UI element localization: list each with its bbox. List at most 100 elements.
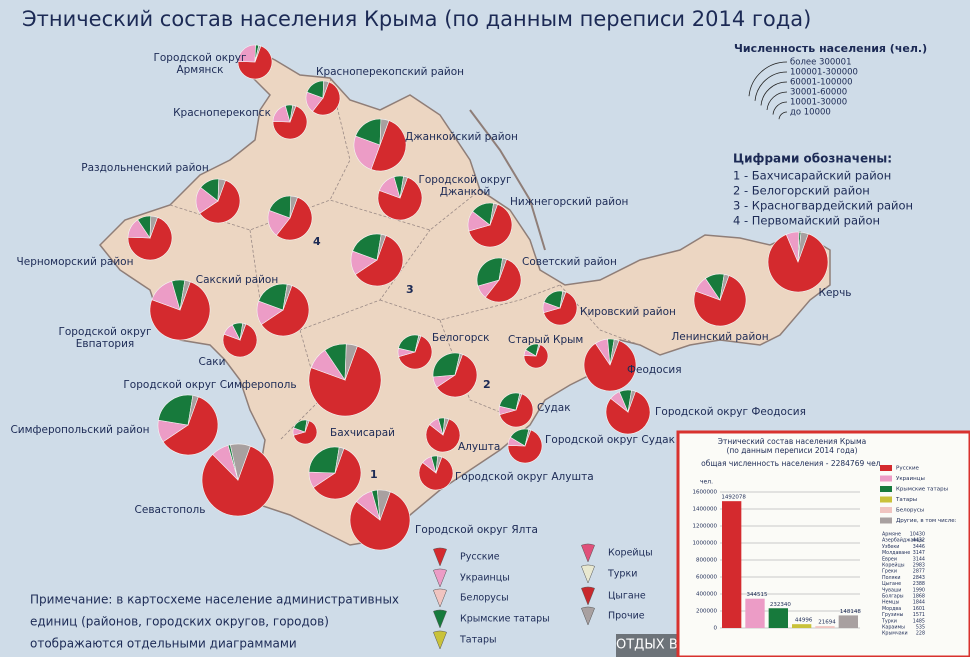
inset-y-tick-label: 200000 <box>696 609 717 615</box>
size-legend-item: до 10000 <box>790 108 831 118</box>
inset-legend-label: Татары <box>895 497 917 503</box>
inset-other-value: 1601 <box>913 606 925 612</box>
note: Примечание: в картосхеме население админ… <box>30 593 399 651</box>
inset-legend-label: Другие, в том числе: <box>896 518 957 524</box>
inset-other-value: 2877 <box>913 569 925 575</box>
pie-slice <box>304 419 310 433</box>
pie-slice <box>498 257 507 281</box>
region-label: Черноморский район <box>17 256 134 268</box>
pie-slice <box>767 233 829 293</box>
inset-bar <box>792 624 812 628</box>
map-number: 4 <box>313 235 321 248</box>
region-label: Ленинский район <box>671 331 768 343</box>
size-legend-item: более 300001 <box>790 58 851 68</box>
legend-label: Татары <box>459 635 497 646</box>
region-label: Городской округ Алушта <box>455 471 594 483</box>
pie-slice <box>272 105 308 140</box>
inset-value-label: 44996 <box>795 618 813 624</box>
region-label: Армянск <box>176 64 223 76</box>
inset-title: Этнический состав населения Крыма <box>718 437 866 446</box>
pie-slice <box>377 176 423 221</box>
pie-slice <box>399 175 408 199</box>
size-legend: Численность населения (чел.) более 30000… <box>734 42 927 120</box>
region-label: Городской округ Симферополь <box>123 379 296 391</box>
number-legend-title: Цифрами обозначены: <box>733 152 892 166</box>
region-label: Советский район <box>522 256 617 268</box>
inset-legend-label: Украинцы <box>896 476 925 482</box>
inset-other-name: Караимы <box>882 625 905 631</box>
pie-slice <box>239 322 247 341</box>
pie-slice <box>289 104 297 123</box>
pie-slice <box>376 233 387 261</box>
inset-legend-swatch <box>880 486 892 492</box>
pie-slice <box>127 216 173 261</box>
inset-other-name: Армяне <box>882 532 901 538</box>
pie-slice <box>468 203 513 248</box>
inset-other-value: 1571 <box>913 612 925 618</box>
region-label: Симферопольский район <box>10 424 149 436</box>
inset-y-tick-label: 400000 <box>696 592 717 598</box>
inset-other-name: Узбеки <box>882 544 899 550</box>
map-number: 2 <box>483 378 491 391</box>
inset-other-value: 3446 <box>913 544 925 550</box>
pie-slice <box>418 456 454 491</box>
pie-slice <box>308 345 382 417</box>
legend-label: Крымские татары <box>460 614 550 625</box>
pie-slice <box>349 491 411 551</box>
inset-other-value: 1990 <box>913 587 925 593</box>
inset-other-name: Евреи <box>882 556 897 562</box>
pie-slice <box>499 393 534 428</box>
pie-slice <box>435 455 443 474</box>
legend-label: Русские <box>460 552 500 563</box>
inset-value-label: 344515 <box>747 592 768 598</box>
region-label: Раздольненский район <box>81 162 208 174</box>
inset-legend-swatch <box>880 517 892 524</box>
pie-slice <box>254 45 262 63</box>
legend-label: Украинцы <box>460 573 510 584</box>
inset-legend-label: Белорусы <box>896 508 924 514</box>
inset-other-name: Молдаване <box>882 550 910 556</box>
inset-other-name: Азербайджанцы <box>882 537 924 544</box>
region-label: Севастополь <box>135 504 206 516</box>
inset-other-name: Мордва <box>882 606 901 612</box>
inset-value-label: 1492078 <box>721 495 746 501</box>
size-legend-arc <box>778 111 788 120</box>
legend-swatch <box>433 609 447 629</box>
pie-slice <box>376 489 391 521</box>
inset-other-name: Крымчаки <box>882 631 908 637</box>
inset-value-label: 21694 <box>818 620 836 626</box>
number-legend-item: 1 - Бахчисарайский район <box>733 169 891 183</box>
inset-legend-swatch <box>880 496 892 503</box>
size-legend-item: 60001-100000 <box>790 78 853 88</box>
inset-other-value: 228 <box>916 631 925 637</box>
size-legend-arc <box>772 101 788 115</box>
region-label: Феодосия <box>627 364 682 376</box>
pie-slice <box>282 283 293 311</box>
crimea-map <box>98 46 831 546</box>
pie-slice <box>276 196 313 241</box>
pie-slice <box>353 135 381 170</box>
inset-value-label: 148148 <box>840 609 861 615</box>
region-label: Городской округ <box>418 174 511 186</box>
inset-other-value: 3147 <box>913 550 925 556</box>
legend-label: Белорусы <box>460 593 509 604</box>
size-legend-title: Численность населения (чел.) <box>734 42 927 55</box>
title: Этнический состав населения Крыма (по да… <box>22 7 811 31</box>
inset-other-name: Турки <box>881 618 897 624</box>
inset-legend-label: Русские <box>896 466 920 472</box>
region-label: Красноперекопский район <box>316 66 464 78</box>
legend-label: Цыгане <box>608 591 646 602</box>
pie-slice <box>425 418 461 453</box>
pie-slice <box>436 353 478 398</box>
note-line: Примечание: в картосхеме население админ… <box>30 593 399 607</box>
number-legend-item: 4 - Первомайский район <box>733 214 880 228</box>
number-legend: Цифрами обозначены: 1 - Бахчисарайский р… <box>733 152 913 228</box>
inset-other-name: Чуваши <box>882 587 901 593</box>
size-legend-arc <box>760 81 788 106</box>
region-label: Старый Крым <box>508 334 583 346</box>
number-legend-item: 3 - Красногвардейский район <box>733 199 913 213</box>
legend-label: Прочие <box>608 611 645 622</box>
size-legend-item: 10001-30000 <box>790 98 847 108</box>
